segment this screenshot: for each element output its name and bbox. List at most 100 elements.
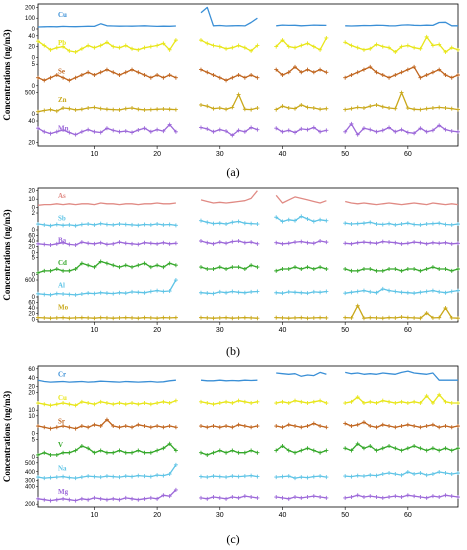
data-point <box>61 240 66 245</box>
data-point <box>349 73 354 77</box>
y-tick-label: 100 <box>25 16 36 22</box>
data-point <box>456 129 460 134</box>
data-point <box>92 422 97 427</box>
data-point <box>418 316 423 321</box>
data-point <box>236 128 241 133</box>
data-point <box>173 107 178 112</box>
data-point <box>173 398 178 403</box>
x-tick-label: 20 <box>153 327 161 334</box>
data-point <box>280 425 285 430</box>
data-point <box>343 266 348 271</box>
data-point <box>424 311 429 316</box>
data-point <box>430 422 435 427</box>
data-point <box>343 474 348 479</box>
data-point <box>343 129 348 134</box>
data-point <box>355 422 360 427</box>
data-point <box>205 425 210 430</box>
data-point <box>324 266 329 271</box>
data-point <box>405 422 410 427</box>
data-point <box>387 315 392 320</box>
series-line-mo <box>200 316 258 319</box>
y-tick-label: 20 <box>28 45 35 51</box>
y-tick-label: 2 <box>32 211 36 217</box>
data-point <box>374 42 379 47</box>
data-point <box>318 450 323 455</box>
data-point <box>111 316 116 321</box>
data-point <box>293 495 298 500</box>
data-point <box>443 222 448 227</box>
data-point <box>405 470 410 475</box>
data-point <box>443 49 448 54</box>
data-point <box>211 129 216 134</box>
data-point <box>305 216 310 221</box>
data-point <box>130 106 135 111</box>
data-point <box>61 401 66 406</box>
data-point <box>79 424 84 429</box>
y-tick-label: 0 <box>32 55 36 61</box>
data-point <box>54 73 59 77</box>
series-line-cu <box>200 400 258 405</box>
data-point <box>54 475 59 480</box>
data-point <box>123 222 128 227</box>
data-point <box>286 401 291 406</box>
data-point <box>161 289 166 294</box>
x-tick-label: 10 <box>91 327 99 334</box>
data-point <box>61 315 66 320</box>
data-point <box>104 497 109 502</box>
data-point <box>198 495 203 500</box>
data-point <box>104 315 109 320</box>
data-point <box>117 73 122 77</box>
data-point <box>387 471 392 476</box>
data-point <box>155 401 160 406</box>
data-point <box>324 401 329 406</box>
data-point <box>443 106 448 111</box>
data-point <box>48 292 53 297</box>
y-tick-label: 200 <box>25 502 36 508</box>
data-point <box>399 399 404 404</box>
data-point <box>274 424 279 429</box>
data-point <box>343 495 348 500</box>
data-point <box>230 289 235 294</box>
data-point <box>405 130 410 135</box>
data-point <box>224 241 229 246</box>
data-point <box>255 106 260 111</box>
data-point <box>368 444 373 449</box>
data-point <box>155 127 160 132</box>
data-point <box>405 241 410 246</box>
data-point <box>217 315 222 320</box>
data-point <box>280 495 285 500</box>
data-point <box>111 222 116 227</box>
data-point <box>230 495 235 500</box>
data-point <box>324 35 329 40</box>
data-point <box>274 401 279 406</box>
data-point <box>405 221 410 226</box>
series-line-pb <box>200 39 258 52</box>
data-point <box>311 494 316 499</box>
data-point <box>437 221 442 226</box>
data-point <box>98 424 103 429</box>
data-point <box>311 421 316 426</box>
data-point <box>324 289 329 294</box>
data-point <box>205 401 210 406</box>
x-tick-label: 30 <box>216 512 224 519</box>
data-point <box>399 473 404 478</box>
data-point <box>167 494 172 499</box>
data-point <box>286 496 291 501</box>
data-point <box>148 241 153 246</box>
data-point <box>61 106 66 111</box>
panel-label: (b) <box>226 344 240 358</box>
data-point <box>343 40 348 45</box>
data-point <box>224 399 229 404</box>
data-point <box>79 107 84 112</box>
data-point <box>155 43 160 48</box>
data-point <box>355 105 360 110</box>
data-point <box>242 240 247 245</box>
data-point <box>136 107 141 112</box>
data-point <box>380 398 385 403</box>
data-point <box>430 221 435 226</box>
data-point <box>361 495 366 500</box>
series-label: Na <box>58 465 67 473</box>
data-point <box>361 106 366 111</box>
data-point <box>361 221 366 226</box>
data-point <box>123 424 128 429</box>
